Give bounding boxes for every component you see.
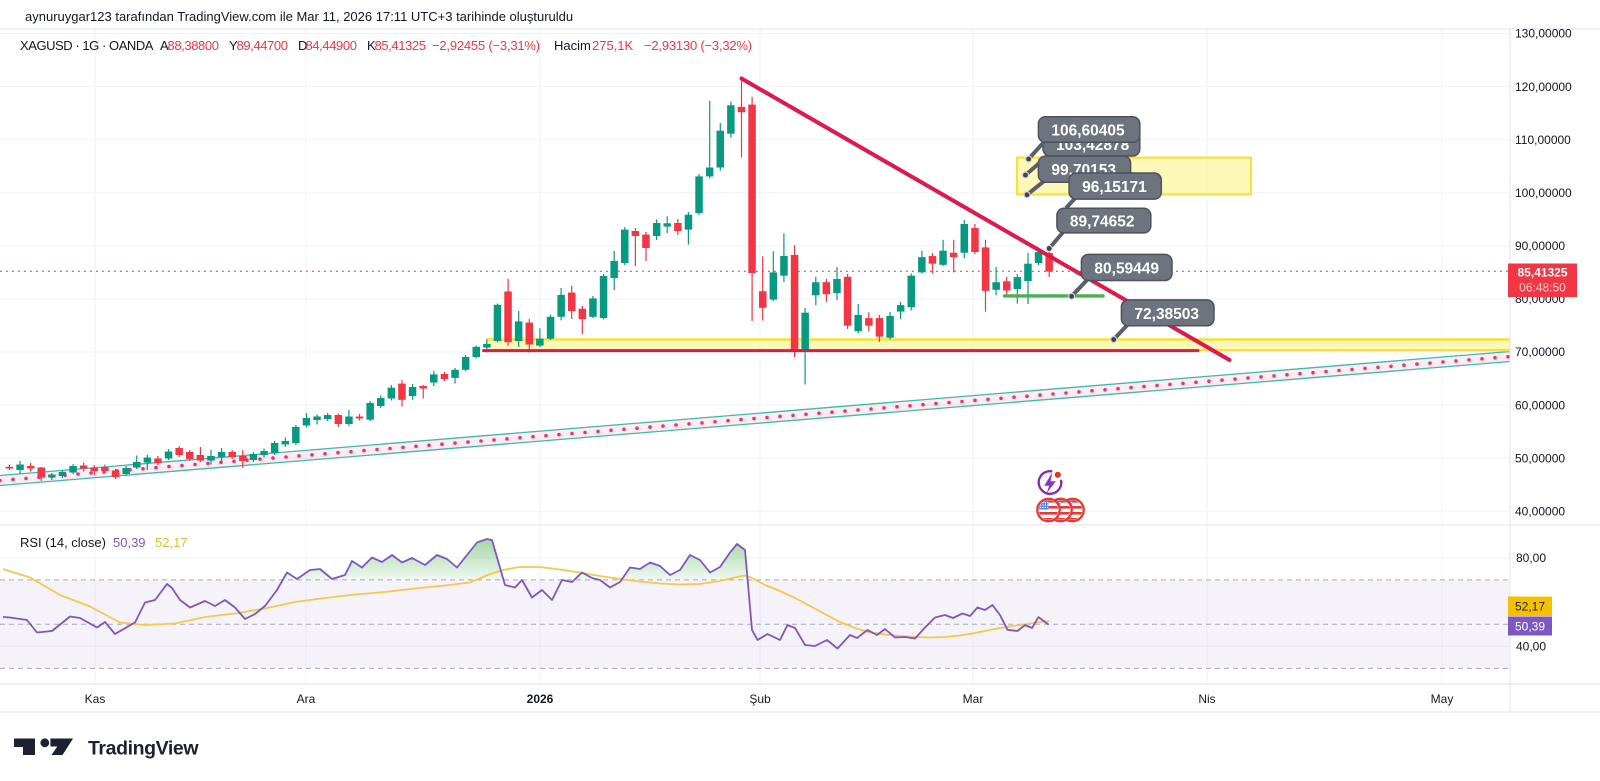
svg-text:2026: 2026 [527,692,554,706]
svg-text:90,00000: 90,00000 [1515,239,1565,253]
svg-text:88,38800: 88,38800 [168,38,219,53]
svg-text:80,59449: 80,59449 [1094,260,1159,277]
svg-text:72,38503: 72,38503 [1134,306,1199,323]
svg-text:120,00000: 120,00000 [1515,80,1572,94]
svg-text:May: May [1431,692,1454,706]
svg-text:60,00000: 60,00000 [1515,398,1565,412]
svg-text:130,00000: 130,00000 [1515,27,1572,41]
svg-text:Mar: Mar [963,692,984,706]
svg-text:40,00000: 40,00000 [1515,504,1565,518]
svg-text:89,74652: 89,74652 [1070,214,1135,231]
svg-text:89,44700: 89,44700 [237,38,288,53]
svg-text:RSI (14, close): RSI (14, close) [20,535,106,550]
svg-text:Şub: Şub [749,692,771,706]
svg-text:−2,93130 (−3,32%): −2,93130 (−3,32%) [644,38,752,53]
svg-text:50,39: 50,39 [113,535,146,550]
svg-text:100,00000: 100,00000 [1515,186,1572,200]
svg-text:06:48:50: 06:48:50 [1519,281,1566,295]
svg-text:Nis: Nis [1198,692,1215,706]
svg-text:Y: Y [229,38,238,53]
svg-text:52,17: 52,17 [155,535,188,550]
svg-text:−2,92455 (−3,31%): −2,92455 (−3,31%) [432,38,540,53]
svg-text:84,44900: 84,44900 [306,38,357,53]
svg-text:40,00: 40,00 [1516,640,1546,654]
svg-text:Hacim: Hacim [554,38,591,53]
svg-text:85,41325: 85,41325 [1517,266,1567,280]
svg-text:80,00: 80,00 [1516,551,1546,565]
svg-text:275,1K: 275,1K [592,38,634,53]
svg-text:85,41325: 85,41325 [375,38,426,53]
svg-text:K: K [367,38,376,53]
svg-text:Kas: Kas [85,692,106,706]
svg-text:Ara: Ara [297,692,316,706]
svg-text:XAGUSD · 1G · OANDA: XAGUSD · 1G · OANDA [20,38,154,53]
svg-text:50,39: 50,39 [1515,620,1545,634]
svg-text:TradingView: TradingView [88,738,199,760]
svg-text:70,00000: 70,00000 [1515,345,1565,359]
svg-text:96,15171: 96,15171 [1082,179,1147,196]
svg-text:52,17: 52,17 [1515,600,1545,614]
svg-text:50,00000: 50,00000 [1515,451,1565,465]
svg-text:aynuruygar123 tarafından Tradi: aynuruygar123 tarafından TradingView.com… [25,9,573,24]
svg-text:A: A [160,38,169,53]
svg-text:D: D [298,38,307,53]
svg-text:106,60405: 106,60405 [1051,123,1125,140]
svg-text:110,00000: 110,00000 [1515,133,1571,147]
